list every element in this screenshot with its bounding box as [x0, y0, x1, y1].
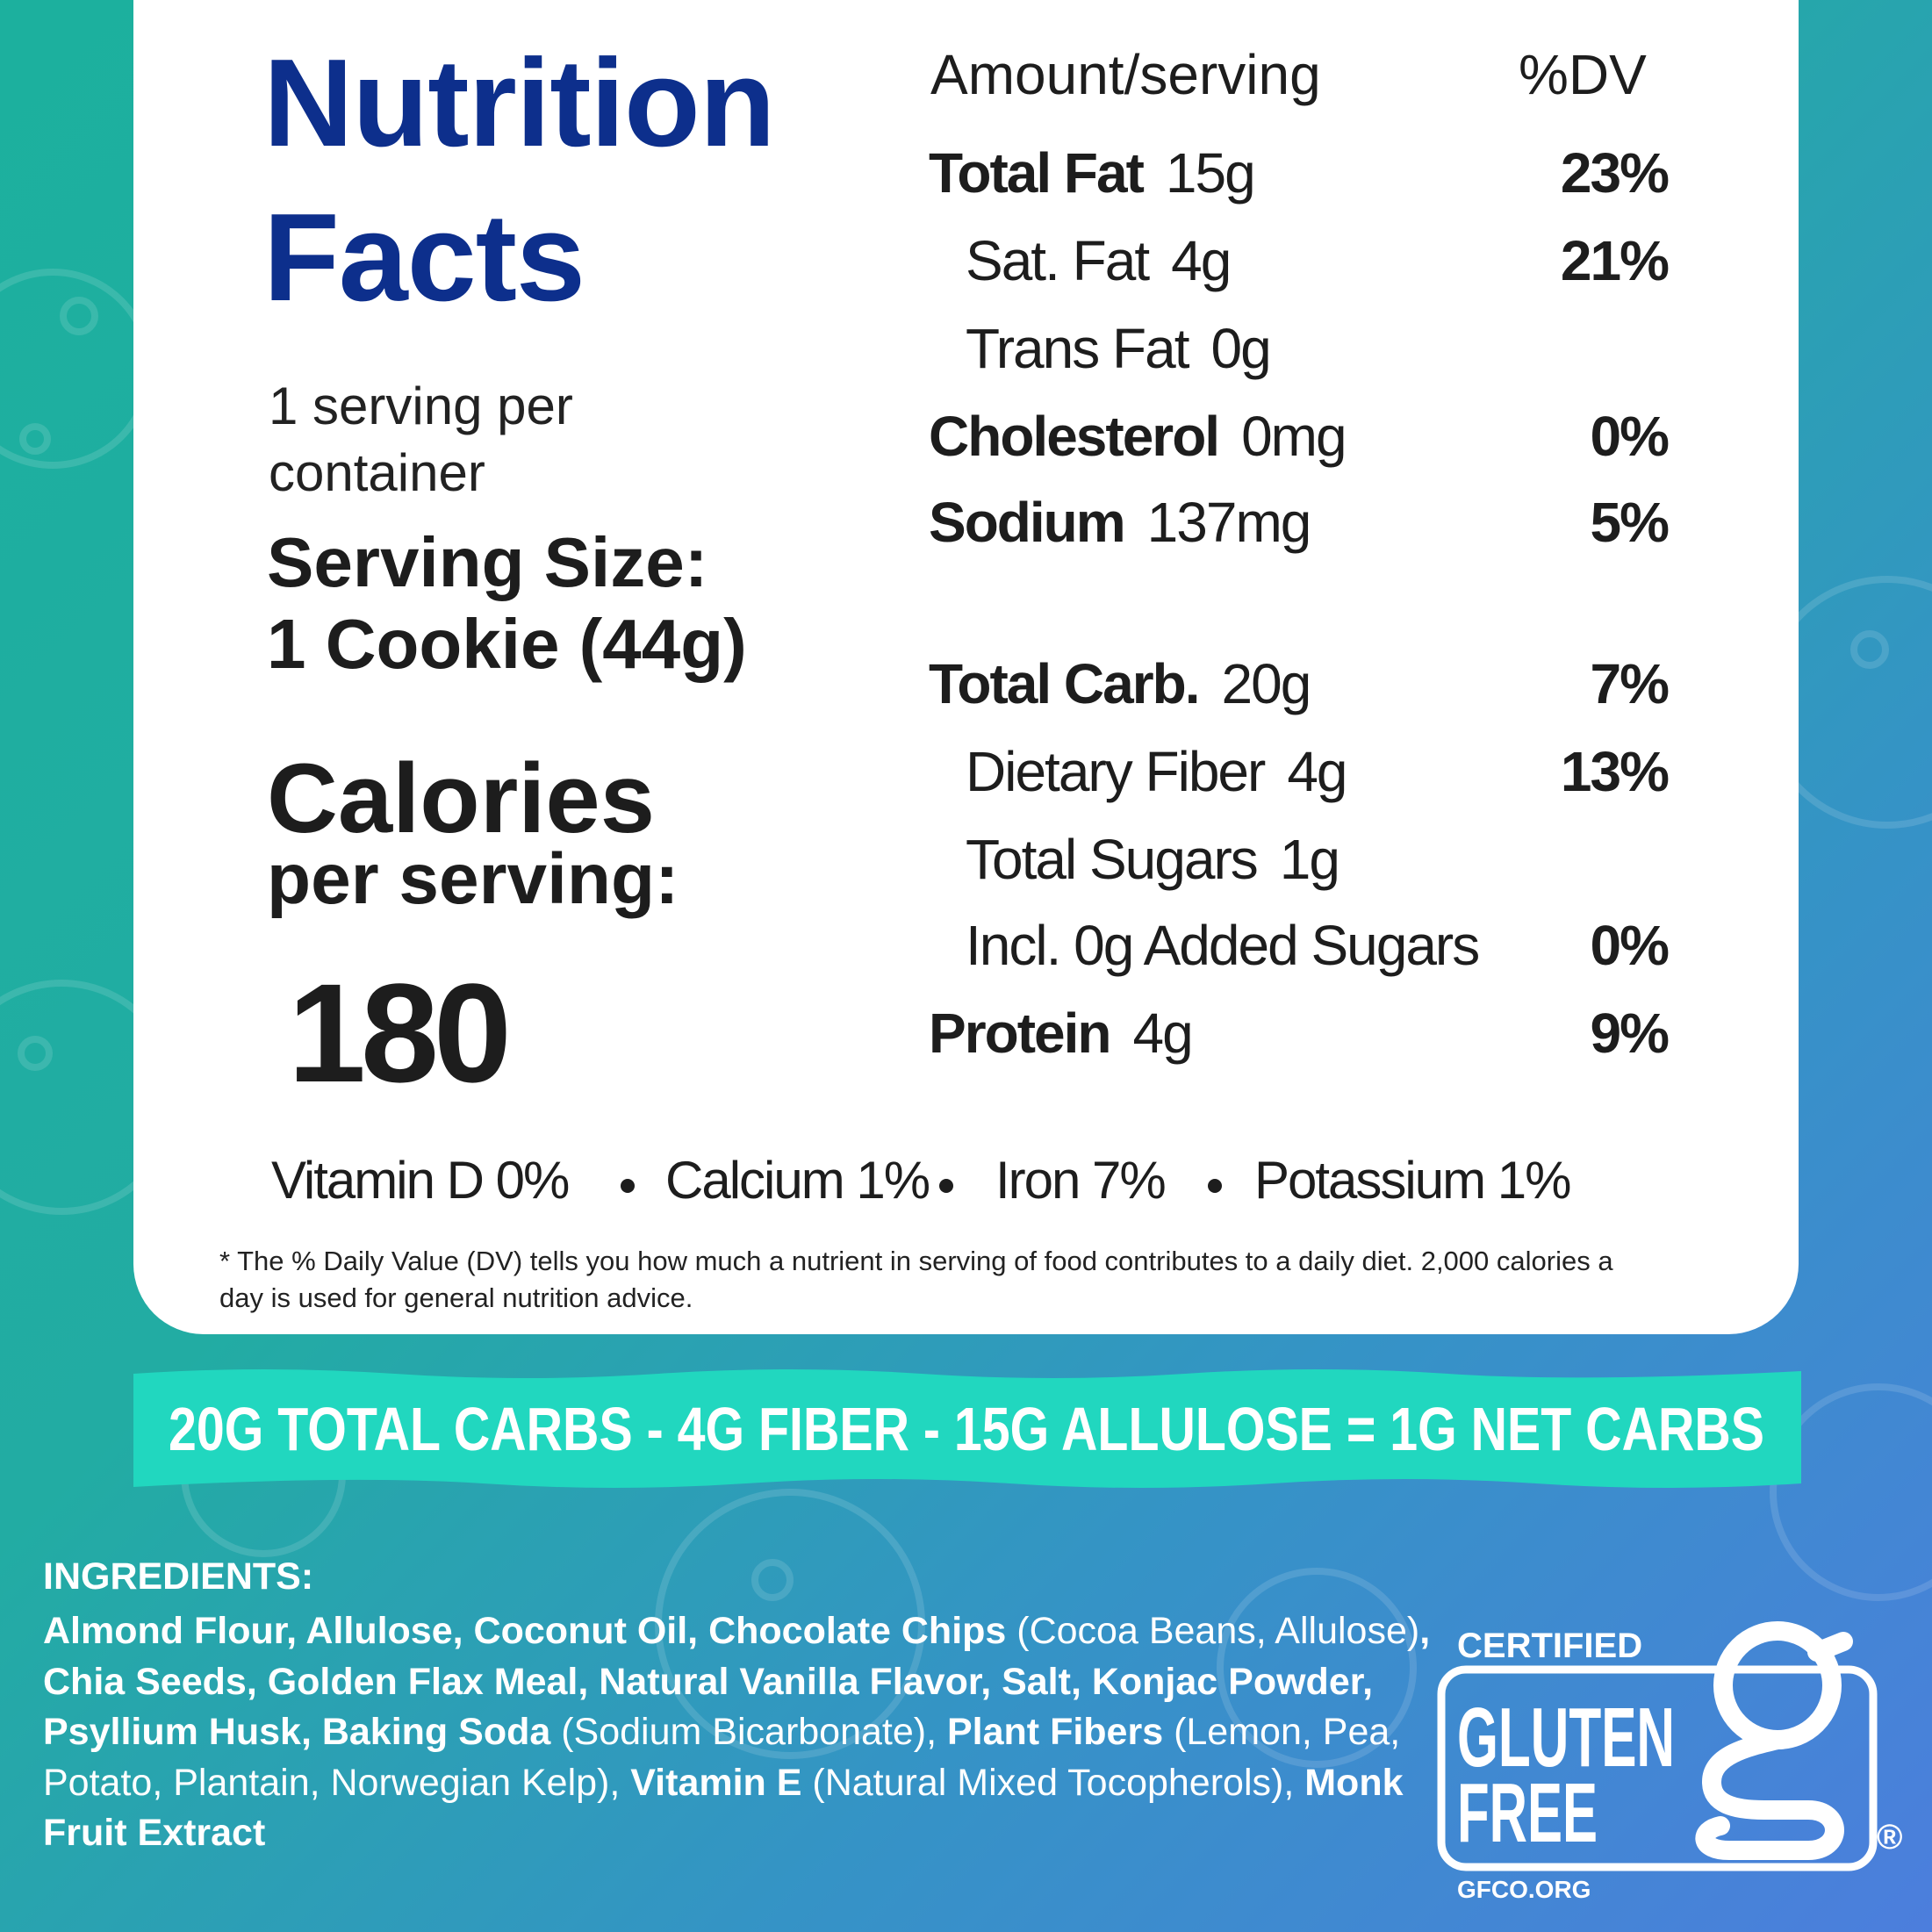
badge-url: GFCO.ORG [1457, 1876, 1591, 1903]
nutrient-amount: 137mg [1146, 491, 1312, 554]
nutrient-amount: 15g [1165, 141, 1256, 205]
nutrient-amount: 0mg [1241, 405, 1347, 468]
vitamin: Iron 7% [995, 1151, 1167, 1210]
calories-label: Calories [267, 743, 655, 853]
ingredients-title: INGREDIENTS: [43, 1555, 314, 1598]
nutrient-amount: 4g [1132, 1002, 1193, 1065]
nutrient-row: Sat. Fat 4g [966, 228, 1232, 293]
ingredient-segment: Plant Fibers [947, 1711, 1164, 1754]
banner-shape [133, 1369, 1801, 1488]
nutrient-name: Sat. Fat [966, 229, 1150, 292]
nutrient-dv: 21% [1560, 229, 1670, 292]
gluten-free-badge: CERTIFIED GLUTEN FREE ® GFCO.ORG [1437, 1621, 1902, 1903]
nutrient-row: Total Carb. 20g [929, 651, 1312, 716]
servings: 1 serving per container [269, 377, 573, 502]
nutrient-dv: 13% [1560, 740, 1670, 803]
nutrient-name: Total Carb. [929, 652, 1200, 715]
nutrient-name: Total Fat [929, 141, 1145, 205]
badge-top: CERTIFIED [1457, 1627, 1642, 1665]
vitamin: Potassium 1% [1254, 1151, 1571, 1210]
nutrient-row: Cholesterol 0mg [929, 404, 1347, 469]
nutrient-name: Total Sugars [966, 828, 1259, 891]
bullet [621, 1179, 635, 1193]
badge-mark: ® [1877, 1818, 1902, 1857]
nutrient-amount: 20g [1221, 652, 1312, 715]
banner-text: 20G TOTAL CARBS - 4G FIBER - 15G ALLULOS… [169, 1395, 1764, 1463]
badge-frame [1437, 1665, 1878, 1871]
bullet [1208, 1179, 1222, 1193]
nutrient-row: Total Fat 15g [929, 140, 1256, 205]
calories-sublabel: per serving: [267, 839, 679, 919]
nutrient-dv: 5% [1590, 491, 1670, 554]
ingredient-segment: , Chia Seeds, Golden Flax Meal, Natural … [43, 1610, 1431, 1754]
title: Nutrition Facts [263, 33, 776, 327]
nutrient-amount: 4g [1171, 229, 1232, 292]
ingredient-segment: (Cocoa Beans, Allulose) [1006, 1610, 1420, 1652]
vitamin: Calcium 1% [665, 1151, 930, 1210]
nutrient-amount: 4g [1287, 740, 1347, 803]
nutrient-dv: 7% [1590, 652, 1670, 715]
nutrient-row: Incl. 0g Added Sugars [966, 913, 1480, 978]
dv-header: %DV [1519, 43, 1647, 106]
ingredients-text: Almond Flour, Allulose, Coconut Oil, Cho… [43, 1606, 1439, 1859]
nutrient-name: Trans Fat [966, 317, 1189, 380]
nutrient-name: Cholesterol [929, 405, 1220, 468]
calories-value: 180 [288, 954, 512, 1111]
nutrient-name: Sodium [929, 491, 1126, 554]
nutrient-name: Protein [929, 1002, 1111, 1065]
ingredient-segment: Monk Fruit Extract [43, 1761, 1404, 1855]
nutrient-row: Protein 4g [929, 1001, 1194, 1066]
badge-line1: GLUTEN [1457, 1691, 1675, 1785]
nutrient-row: Trans Fat 0g [966, 316, 1272, 381]
nutrient-name: Incl. 0g Added Sugars [966, 914, 1480, 977]
g-logo [1695, 1621, 1853, 1860]
ingredient-segment: (Lemon, Pea, Potato, Plantain, Norwegian… [43, 1711, 1401, 1804]
bullet [939, 1179, 953, 1193]
badge-line2: FREE [1457, 1766, 1598, 1860]
ingredient-segment: Almond Flour, Allulose, Coconut Oil, Cho… [43, 1610, 1007, 1652]
nutrient-row: Total Sugars 1g [966, 827, 1340, 892]
footnote: * The % Daily Value (DV) tells you how m… [219, 1246, 1613, 1313]
ingredient-segment: (Natural Mixed Tocopherols), [801, 1761, 1305, 1804]
nutrient-row: Sodium 137mg [929, 490, 1312, 555]
nutrient-amount: 0g [1210, 317, 1271, 380]
nutrient-row: Dietary Fiber 4g [966, 739, 1348, 804]
nutrient-name: Dietary Fiber [966, 740, 1266, 803]
serving-size: 1 Cookie (44g) [267, 605, 747, 683]
ingredient-segment: Vitamin E [630, 1761, 802, 1804]
nutrient-dv: 23% [1560, 141, 1670, 205]
ingredient-segment: (Sodium Bicarbonate), [550, 1711, 947, 1754]
nutrient-dv: 0% [1590, 914, 1670, 977]
vitamin: Vitamin D 0% [271, 1151, 570, 1210]
label-card [133, 0, 1799, 1334]
nutrient-amount: 1g [1279, 828, 1340, 891]
nutrient-dv: 9% [1590, 1002, 1670, 1065]
serving-size-label: Serving Size: [267, 523, 708, 601]
nutrient-dv: 0% [1590, 405, 1670, 468]
amount-header: Amount/serving [930, 43, 1321, 106]
